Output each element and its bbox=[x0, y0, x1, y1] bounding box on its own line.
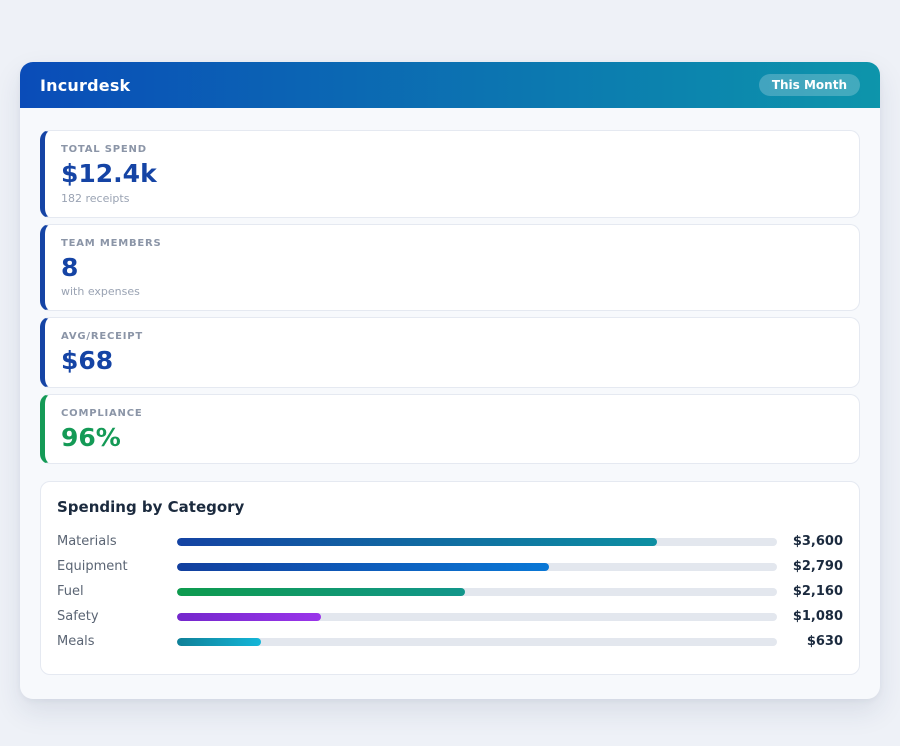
category-row-fuel: Fuel $2,160 bbox=[57, 579, 843, 604]
category-label: Materials bbox=[57, 534, 117, 549]
category-value: $630 bbox=[806, 634, 843, 649]
category-label: Safety bbox=[57, 609, 99, 624]
category-label: Equipment bbox=[57, 559, 128, 574]
bar-track bbox=[177, 612, 777, 621]
stat-subtext: 182 receipts bbox=[61, 191, 130, 205]
category-label: Fuel bbox=[57, 584, 84, 599]
stat-card-team-members: TEAM MEMBERS 8 with expenses bbox=[40, 223, 860, 311]
app-title: Incurdesk bbox=[40, 75, 131, 95]
bar-track bbox=[177, 537, 777, 546]
category-value: $2,160 bbox=[792, 584, 843, 599]
stat-card-compliance: COMPLIANCE 96% bbox=[40, 393, 860, 464]
app-header: Incurdesk This Month bbox=[20, 62, 880, 108]
stat-value: 96% bbox=[61, 422, 121, 452]
stat-label: COMPLIANCE bbox=[61, 407, 143, 419]
stat-card-total-spend: TOTAL SPEND $12.4k 182 receipts bbox=[40, 130, 860, 218]
category-row-equipment: Equipment $2,790 bbox=[57, 554, 843, 579]
stat-card-avg-receipt: AVG/RECEIPT $68 bbox=[40, 317, 860, 388]
stat-value: 8 bbox=[61, 252, 79, 282]
bar-fill-equipment bbox=[177, 562, 549, 571]
stat-label: AVG/RECEIPT bbox=[61, 331, 144, 342]
bar-track bbox=[177, 587, 777, 596]
category-value: $3,600 bbox=[792, 534, 843, 549]
category-label: Meals bbox=[57, 634, 95, 649]
category-row-meals: Meals $630 bbox=[57, 629, 843, 654]
bar-track bbox=[177, 562, 777, 571]
stat-label: TOTAL SPEND bbox=[61, 144, 147, 155]
dashboard-panel: Incurdesk This Month TOTAL SPEND $12.4k … bbox=[20, 62, 880, 699]
category-row-safety: Safety $1,080 bbox=[57, 604, 843, 629]
spending-by-category-card: Spending by Category Materials $3,600 Eq… bbox=[40, 481, 860, 675]
stat-subtext: with expenses bbox=[61, 285, 140, 298]
category-value: $2,790 bbox=[792, 559, 843, 574]
dashboard-content: TOTAL SPEND $12.4k 182 receipts TEAM MEM… bbox=[20, 108, 880, 699]
bar-fill-meals bbox=[177, 637, 261, 646]
bar-fill-safety bbox=[177, 612, 321, 621]
bar-track bbox=[177, 637, 777, 646]
category-row-materials: Materials $3,600 bbox=[57, 529, 843, 554]
category-value: $1,080 bbox=[792, 609, 843, 624]
bar-fill-fuel bbox=[177, 587, 465, 596]
stat-value: $68 bbox=[61, 346, 114, 375]
stat-label: TEAM MEMBERS bbox=[61, 237, 162, 249]
period-badge[interactable]: This Month bbox=[758, 74, 860, 96]
bar-fill-materials bbox=[177, 537, 657, 546]
section-title: Spending by Category bbox=[57, 498, 245, 516]
stat-value: $12.4k bbox=[61, 159, 157, 188]
